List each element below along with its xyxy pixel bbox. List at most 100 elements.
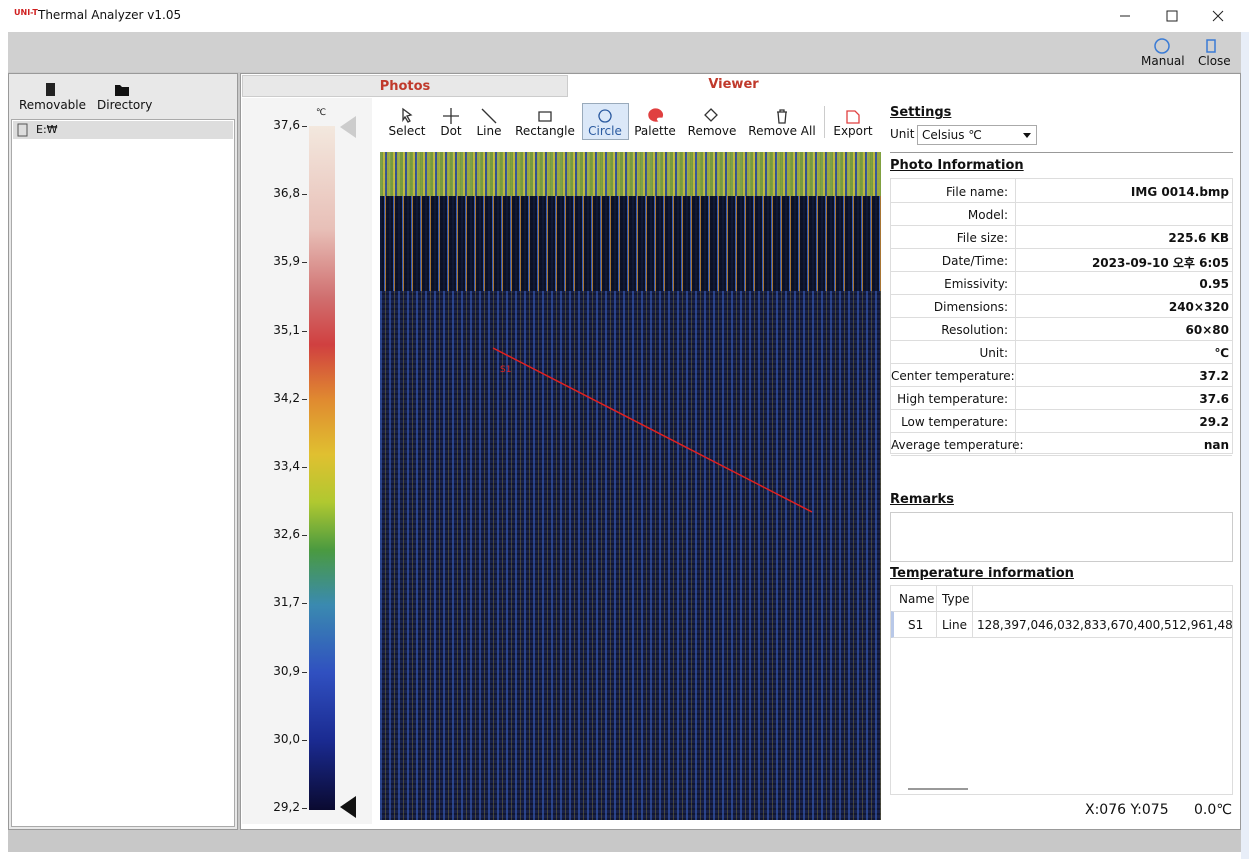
tab-photos[interactable]: Photos — [242, 75, 568, 97]
tool-5[interactable]: Palette — [634, 124, 676, 138]
tab-viewer[interactable]: Viewer — [568, 74, 899, 98]
title-bar — [0, 0, 1249, 32]
tree-item[interactable]: E:₩ — [36, 123, 58, 136]
tool-icon — [648, 108, 664, 122]
temp-row[interactable] — [891, 611, 1232, 638]
scale-label: 34,2 — [273, 390, 300, 405]
info-value: 29.2 — [1199, 415, 1229, 429]
icon-shape — [481, 108, 497, 124]
scale-tick — [302, 126, 307, 127]
cursor-temperature: 0.0℃ — [1194, 802, 1232, 818]
info-value: 240×320 — [1168, 300, 1229, 314]
info-row — [891, 225, 1232, 226]
info-row — [891, 294, 1232, 295]
scale-label: 35,9 — [273, 254, 300, 269]
tree-item-bg[interactable] — [13, 121, 233, 139]
tool-4[interactable]: Circle — [588, 124, 622, 138]
info-row — [891, 202, 1232, 203]
info-label: Average temperature: — [891, 438, 1024, 452]
tool-3[interactable]: Rectangle — [515, 124, 575, 138]
info-value: 60×80 — [1185, 323, 1229, 337]
measure-line[interactable] — [492, 347, 813, 513]
info-row — [891, 432, 1232, 433]
column-header: Name — [899, 592, 935, 606]
info-value: nan — [1203, 438, 1229, 452]
tool-icon — [704, 108, 718, 122]
cell: 128,397,046,032,833,670,400,512,961,486,… — [977, 618, 1233, 632]
icon-shape — [846, 110, 860, 124]
window-controls[interactable] — [1110, 6, 1235, 26]
info-label: File name: — [946, 185, 1008, 199]
info-label: Emissivity: — [944, 277, 1008, 291]
thermal-image[interactable]: S1 — [380, 152, 881, 820]
sidebar-icons — [46, 83, 129, 96]
unit-label: Unit — [890, 127, 915, 141]
remarks-title: Remarks — [890, 492, 954, 507]
scale-tick — [302, 603, 307, 605]
info-row — [891, 248, 1232, 249]
scale-arrows[interactable] — [338, 114, 358, 820]
icon-shape — [598, 109, 612, 123]
image-top-band — [380, 152, 881, 196]
logo: UNI-T — [14, 8, 38, 17]
scale-tick — [302, 262, 307, 264]
photo-info-title: Photo Information — [890, 158, 1024, 173]
toolbar — [8, 32, 1249, 72]
icon-shape — [538, 111, 552, 122]
info-label: Date/Time: — [941, 254, 1008, 268]
scale-tick — [302, 467, 307, 468]
directory-button[interactable]: Directory — [97, 98, 153, 112]
scale-panel — [242, 98, 372, 824]
tool-2[interactable]: Line — [476, 124, 502, 138]
scale-tick — [302, 330, 307, 332]
scale-label: 30,9 — [273, 663, 300, 678]
info-value: 2023-09-10 오후 6:05 — [1091, 256, 1229, 270]
info-label: Unit: — [979, 346, 1008, 360]
tool-7[interactable]: Remove All — [748, 124, 816, 138]
column-header: Type — [942, 592, 970, 606]
unit-select[interactable]: Celsius ℃ — [917, 125, 1037, 145]
tree — [11, 119, 235, 827]
color-bar — [309, 126, 335, 810]
tool-icon — [481, 108, 497, 124]
scale-tick — [302, 398, 307, 400]
scale-tick — [302, 671, 307, 673]
column-divider — [1015, 178, 1016, 454]
close-button[interactable]: Close — [1198, 54, 1231, 68]
icon-shape — [402, 107, 413, 123]
remarks-box[interactable] — [890, 512, 1233, 562]
tool-icon — [402, 107, 413, 123]
tool-icon — [443, 108, 459, 124]
tool-8[interactable]: Export — [833, 124, 873, 138]
manual-button[interactable]: Manual — [1141, 54, 1185, 68]
info-value: 0.95 — [1199, 277, 1229, 291]
scale-tick — [302, 739, 307, 741]
tool-icon — [538, 111, 552, 122]
scale-label: 37,6 — [273, 118, 300, 132]
icon-shape — [777, 109, 787, 124]
scrollbar[interactable] — [908, 788, 968, 790]
tool-0[interactable]: Select — [388, 124, 426, 138]
photo-info-table — [890, 178, 1233, 454]
info-row — [891, 455, 1232, 456]
background-window — [1241, 32, 1249, 859]
tool-1[interactable]: Dot — [440, 124, 462, 138]
info-value: IMG 0014.bmp — [1130, 185, 1229, 199]
info-label: High temperature: — [897, 392, 1008, 406]
column-divider — [972, 586, 973, 638]
icon-shape — [704, 108, 718, 122]
cell: Line — [942, 618, 968, 632]
info-label: Low temperature: — [901, 415, 1008, 429]
scale-tick — [302, 535, 307, 537]
tool-icon — [777, 109, 787, 124]
tool-6[interactable]: Remove — [687, 124, 737, 138]
removable-button[interactable]: Removable — [19, 98, 87, 112]
toolbar-icons — [1154, 38, 1216, 54]
info-label: Resolution: — [941, 323, 1008, 337]
info-row — [891, 363, 1232, 364]
drive-icon — [17, 123, 28, 137]
scale-label: 30,0 — [273, 731, 300, 746]
info-row — [891, 271, 1232, 272]
icon-shape — [443, 108, 459, 124]
